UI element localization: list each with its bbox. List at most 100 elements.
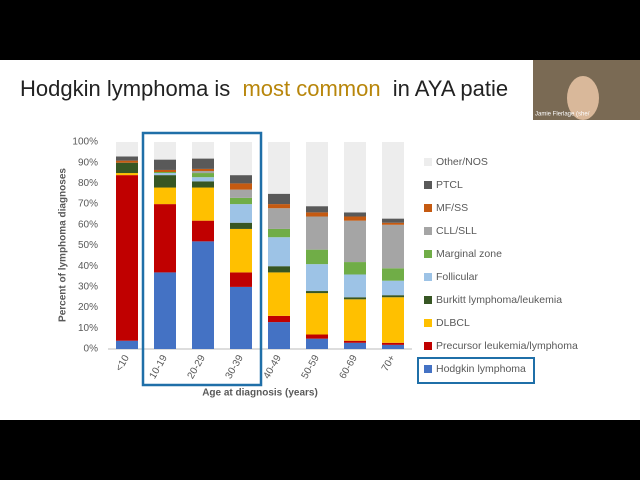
y-tick-label: 100% [72, 137, 98, 148]
y-tick-label: 90% [78, 157, 98, 168]
x-axis-label: Age at diagnosis (years) [202, 388, 318, 399]
legend-swatch [424, 250, 432, 258]
bar-segment [154, 173, 176, 176]
legend-label: DLBCL [436, 317, 470, 329]
legend-swatch [424, 319, 432, 327]
y-tick-label: 60% [78, 219, 98, 230]
bar-segment [192, 173, 214, 178]
legend-label: Burkitt lymphoma/leukemia [436, 294, 562, 306]
bar-segment [192, 220, 214, 242]
bar-segment [192, 142, 214, 159]
bar-segment [306, 206, 328, 213]
y-tick-label: 70% [78, 199, 98, 210]
y-tick-label: 30% [78, 282, 98, 293]
bar-segment [230, 222, 252, 229]
bar-segment [306, 291, 328, 294]
bar-segment [192, 158, 214, 169]
y-axis-label: Percent of lymphoma diagnoses [58, 168, 69, 322]
legend-swatch [424, 296, 432, 304]
slide-title: Hodgkin lymphoma is most common in AYA p… [20, 76, 508, 101]
bar-segment [230, 204, 252, 223]
legend-swatch [424, 158, 432, 166]
bar-segment [268, 322, 290, 349]
bar-segment [268, 208, 290, 229]
bar-segment [116, 160, 138, 163]
bar-segment [230, 286, 252, 349]
legend-swatch [424, 204, 432, 212]
bar-segment [154, 169, 176, 173]
bar-segment [382, 268, 404, 281]
legend-label: PTCL [436, 179, 463, 191]
legend-label: Other/NOS [436, 156, 488, 168]
highlight-box [141, 131, 263, 387]
bar-segment [306, 212, 328, 217]
bar-segment [268, 228, 290, 238]
bar-segment [192, 181, 214, 188]
title-part: in AYA patie [393, 76, 508, 101]
bar-segment [382, 224, 404, 269]
bar-segment [306, 338, 328, 349]
bar-segment [382, 222, 404, 225]
bar-segment [382, 142, 404, 219]
bar-segment [230, 189, 252, 198]
y-tick-label: 80% [78, 178, 98, 189]
y-tick-label: 40% [78, 261, 98, 272]
title-highlight: most common [242, 76, 380, 101]
y-tick-label: 50% [78, 240, 98, 251]
legend-swatch [424, 342, 432, 350]
bar-segment [268, 193, 290, 205]
bar-segment [116, 340, 138, 349]
y-tick-label: 20% [78, 302, 98, 313]
plot: 0%10%20%30%40%50%60%70%80%90%100%<10 10-1… [72, 137, 578, 381]
bar-segment [344, 299, 366, 341]
bar-segment [306, 216, 328, 250]
legend-swatch [424, 181, 432, 189]
bar-segment [154, 272, 176, 349]
bar-segment [268, 272, 290, 316]
bar-segment [192, 241, 214, 349]
bar-segment [230, 183, 252, 190]
legend-label: CLL/SLL [436, 225, 477, 237]
bar-segment [116, 175, 138, 341]
legend-label: Precursor leukemia/lymphoma [436, 340, 578, 352]
legend-label: Hodgkin lymphoma [436, 363, 526, 375]
presenter-name: Jamie Flerlage (she/ [535, 112, 590, 118]
bar-segment [154, 159, 176, 170]
bar-segment [268, 266, 290, 273]
legend-label: Follicular [436, 271, 479, 283]
bar-segment [306, 142, 328, 207]
bar-segment [344, 142, 366, 213]
legend-highlight [417, 357, 535, 384]
bar-segment [382, 218, 404, 223]
bar-segment [306, 264, 328, 292]
bar-segment [230, 197, 252, 205]
bar-segment [382, 295, 404, 298]
legend-swatch [424, 365, 432, 373]
bar-segment [382, 342, 404, 345]
title-part: Hodgkin lymphoma is [20, 76, 230, 101]
bar-segment [306, 334, 328, 339]
bar-segment [344, 216, 366, 221]
bar-segment [192, 187, 214, 221]
bar-segment [344, 212, 366, 217]
bar-segment [306, 293, 328, 335]
bar-segment [116, 156, 138, 161]
bar-segment [192, 170, 214, 174]
bar-segment [192, 168, 214, 171]
bar-segment [344, 297, 366, 300]
bar-segment [192, 177, 214, 182]
bar-segment [268, 315, 290, 323]
bar-segment [344, 220, 366, 263]
bar-segment [154, 172, 176, 174]
bar-segment [344, 340, 366, 343]
legend-swatch [424, 227, 432, 235]
y-tick-label: 0% [84, 344, 99, 355]
y-tick-label: 10% [78, 323, 98, 334]
bar-segment [116, 142, 138, 157]
bar-segment [382, 297, 404, 343]
bar-segment [382, 280, 404, 296]
bar-segment [154, 175, 176, 188]
bar-segment [382, 344, 404, 349]
